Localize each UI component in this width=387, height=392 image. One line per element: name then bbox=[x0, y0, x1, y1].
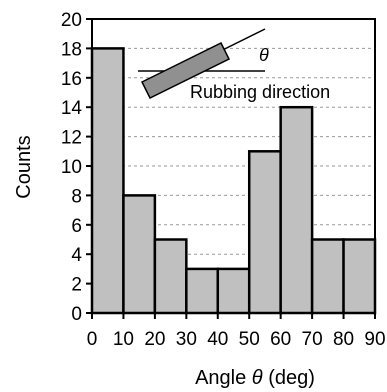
x-tick-label: 30 bbox=[176, 329, 197, 350]
x-tick-label: 60 bbox=[270, 329, 291, 350]
histogram-bar bbox=[153, 238, 188, 315]
y-tick-label: 8 bbox=[71, 186, 82, 207]
y-tick-label: 18 bbox=[61, 39, 82, 60]
x-tick-label: 40 bbox=[207, 329, 228, 350]
histogram-bar bbox=[185, 267, 220, 315]
x-tick-label: 10 bbox=[113, 329, 134, 350]
rubbing-direction-label: Rubbing direction bbox=[190, 82, 330, 102]
y-tick-label: 12 bbox=[61, 128, 82, 149]
y-tick-label: 10 bbox=[61, 157, 82, 178]
x-tick-label: 20 bbox=[144, 329, 165, 350]
y-tick-label: 2 bbox=[71, 275, 82, 296]
y-tick-label: 16 bbox=[61, 69, 82, 90]
y-tick-label: 4 bbox=[71, 245, 82, 266]
x-tick-label: 80 bbox=[333, 329, 354, 350]
x-tick-labels: 0 10 20 30 40 50 60 70 80 90 bbox=[87, 329, 386, 350]
histogram-bar bbox=[216, 267, 251, 315]
rubbing-direction-annotation: θ Rubbing direction bbox=[138, 28, 330, 102]
x-tick-label: 0 bbox=[87, 329, 98, 350]
y-tick-labels: 0 2 4 6 8 10 12 14 16 18 20 bbox=[61, 10, 83, 325]
x-tick-label: 70 bbox=[302, 329, 323, 350]
y-tick-label: 14 bbox=[61, 98, 83, 119]
histogram-bar bbox=[310, 238, 345, 315]
y-axis-label: Counts bbox=[13, 135, 35, 198]
x-tick-label: 50 bbox=[239, 329, 260, 350]
histogram-bar bbox=[342, 238, 377, 315]
axes bbox=[86, 18, 376, 319]
histogram-bar bbox=[247, 150, 282, 315]
y-tick-label: 0 bbox=[71, 304, 82, 325]
histogram-bar bbox=[90, 47, 125, 315]
rod-molecule-shape bbox=[140, 41, 231, 100]
histogram-bar bbox=[122, 194, 157, 315]
y-tick-label: 6 bbox=[71, 216, 82, 237]
histogram-bar bbox=[279, 105, 314, 315]
x-axis-label: Angle θ (deg) bbox=[195, 367, 315, 389]
theta-symbol: θ bbox=[259, 45, 269, 65]
x-tick-label: 90 bbox=[364, 329, 385, 350]
y-tick-label: 20 bbox=[61, 10, 82, 31]
bars bbox=[90, 47, 377, 315]
